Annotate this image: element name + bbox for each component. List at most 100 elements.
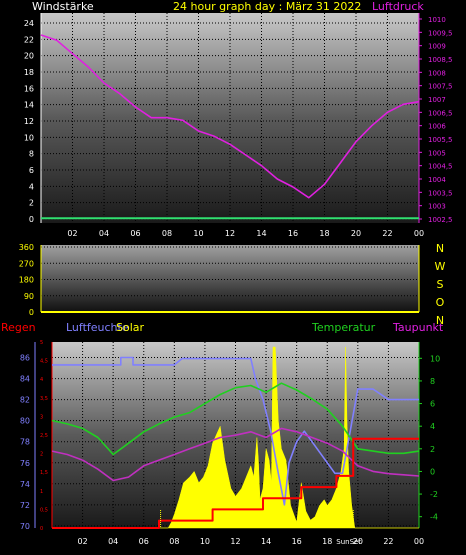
humidity-tick-label: 86	[20, 354, 30, 363]
pressure-tick-label: 1008	[428, 69, 446, 77]
wind-tick-label: 24	[24, 19, 34, 28]
pressure-tick-label: 1007	[428, 96, 446, 104]
pressure-tick-label: 1009	[428, 43, 446, 51]
temperature-tick-label: 8	[430, 377, 435, 386]
x-tick-label: 00	[414, 229, 424, 238]
compass-label: N	[436, 314, 444, 327]
x-tick-label: 20	[353, 537, 363, 546]
x-tick-label: 14	[256, 229, 266, 238]
pressure-tick-label: 1005,5	[428, 136, 453, 144]
x-tick-label: 10	[200, 537, 210, 546]
temperature-tick-label: -2	[430, 490, 438, 499]
direction-tick-label: 0	[29, 308, 34, 317]
compass-label: N	[436, 242, 444, 255]
pressure-tick-label: 1004,5	[428, 163, 453, 171]
pressure-tick-label: 1009,5	[428, 29, 453, 37]
rain-tick-label: 5	[40, 340, 43, 346]
humidity-tick-label: 72	[20, 501, 30, 510]
chart-title: 24 hour graph day : März 31 2022	[173, 0, 362, 13]
rain-tick-label: 2,5	[40, 433, 48, 439]
rain-line	[52, 437, 419, 529]
pressure-tick-label: 1005	[428, 149, 446, 157]
temperature-tick-label: 10	[430, 354, 440, 363]
pressure-wind-panel: 02 04 06 08 10 12 14 16 18 20 22 000246810121416182…	[24, 13, 453, 238]
compass-label: S	[437, 278, 444, 291]
x-tick-label: 06	[139, 537, 149, 546]
x-tick-label: 10	[193, 229, 203, 238]
x-tick-label: 16	[292, 537, 302, 546]
rain-axis-title: Regen	[1, 321, 36, 334]
compass-label: W	[435, 260, 446, 273]
x-tick-label: 02	[77, 537, 87, 546]
pressure-tick-label: 1007,5	[428, 83, 453, 91]
pressure-tick-label: 1006	[428, 123, 446, 131]
x-tick-label: 14	[261, 537, 271, 546]
temperature-tick-label: 6	[430, 400, 435, 409]
dewpoint-title: Taupunkt	[393, 321, 444, 334]
solar-area	[52, 346, 419, 529]
humidity-axis-title: Luftfeuchte	[66, 321, 129, 334]
x-tick-label: 22	[382, 229, 392, 238]
temperature-tick-label: -4	[430, 513, 438, 522]
wind-axis-title: Windstärke	[32, 0, 94, 13]
pressure-tick-label: 1003,5	[428, 189, 453, 197]
pressure-tick-label: 1008,5	[428, 56, 453, 64]
rain-tick-label: 4,5	[40, 359, 48, 365]
wind-tick-label: 16	[24, 84, 34, 93]
x-tick-label: 18	[322, 537, 332, 546]
pressure-tick-label: 1006,5	[428, 109, 453, 117]
rain-tick-label: 1	[40, 489, 43, 495]
plot-area	[41, 245, 419, 312]
dewpoint-line	[51, 427, 420, 482]
temperature-tick-label: 0	[430, 467, 435, 476]
rain-tick-label: 2	[40, 452, 43, 458]
rain-tick-label: 0,5	[40, 507, 48, 513]
temperature-tick-label: 4	[430, 422, 435, 431]
rain-tick-label: 3	[40, 414, 43, 420]
humidity-tick-label: 84	[20, 375, 30, 384]
direction-tick-label: 90	[24, 292, 34, 301]
x-tick-label: 16	[288, 229, 298, 238]
compass-label: O	[436, 296, 445, 309]
x-tick-label: 18	[319, 229, 329, 238]
wind-tick-label: 0	[29, 215, 34, 224]
humidity-tick-label: 80	[20, 417, 30, 426]
x-tick-label: 20	[351, 229, 361, 238]
humidity-tick-label: 74	[20, 480, 30, 489]
humidity-tick-label: 78	[20, 438, 30, 447]
humidity-line	[52, 356, 419, 506]
pressure-line	[40, 34, 420, 199]
humidity-tick-label: 76	[20, 459, 30, 468]
humidity-tick-label: 70	[20, 522, 30, 531]
x-tick-label: 02	[67, 229, 77, 238]
pressure-tick-label: 1010	[428, 16, 446, 24]
wind-tick-label: 20	[24, 52, 34, 61]
rain-tick-label: 0	[40, 526, 43, 532]
solar-title: Solar	[116, 321, 145, 334]
x-tick-label: 04	[108, 537, 118, 546]
temperature-title: Temperatur	[312, 321, 376, 334]
rain-tick-label: 3,5	[40, 396, 48, 402]
wind-tick-label: 18	[24, 68, 34, 77]
direction-tick-label: 270	[19, 259, 34, 268]
wind-tick-label: 6	[29, 166, 34, 175]
x-tick-label: 12	[225, 229, 235, 238]
wind-tick-label: 10	[24, 133, 34, 142]
wind-tick-label: 22	[24, 35, 34, 44]
x-tick-label: 08	[162, 229, 172, 238]
x-tick-label: 12	[230, 537, 240, 546]
direction-tick-label: 360	[19, 243, 34, 252]
temperature-line	[51, 382, 420, 456]
x-tick-label: 08	[169, 537, 179, 546]
wind-tick-label: 12	[24, 117, 34, 126]
rain-tick-label: 1,5	[40, 470, 48, 476]
wind-tick-label: 8	[29, 150, 34, 159]
pressure-tick-label: 1003	[428, 203, 446, 211]
temperature-tick-label: 2	[430, 445, 435, 454]
direction-tick-label: 180	[19, 276, 34, 285]
wind-tick-label: 14	[24, 101, 34, 110]
humidity-tick-label: 82	[20, 396, 30, 405]
temperature-humidity-panel: 02 04 06 08 10 12 14 16 18 20 22 007072747678808284…	[20, 340, 440, 546]
rain-tick-label: 4	[40, 377, 43, 383]
